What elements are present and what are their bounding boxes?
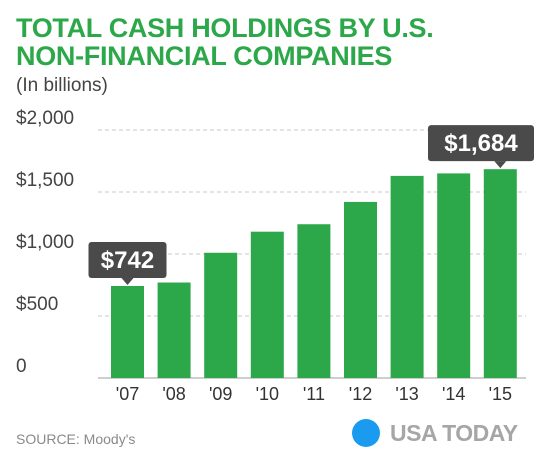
- x-tick-label: '12: [349, 384, 372, 404]
- x-tick-label: '13: [395, 384, 418, 404]
- callout-box: [428, 125, 534, 162]
- x-tick-label: '11: [303, 384, 325, 404]
- callout-pointer: [121, 277, 134, 285]
- x-tick-label: '10: [256, 384, 279, 404]
- y-tick-label: 0: [16, 356, 27, 377]
- x-tick-label: '07: [116, 384, 139, 404]
- bar: [250, 231, 284, 378]
- bar: [297, 224, 331, 378]
- x-tick-label: '09: [209, 384, 232, 404]
- chart-title: TOTAL CASH HOLDINGS BY U.S. NON-FINANCIA…: [16, 14, 536, 70]
- y-tick-label: $2,000: [16, 108, 74, 129]
- chart-subtitle: (In billions): [16, 75, 108, 96]
- chart-title-line-2: NON-FINANCIAL COMPANIES: [16, 41, 393, 71]
- callout-box: [88, 241, 167, 278]
- bar: [157, 282, 191, 378]
- logo-dot-icon: [352, 419, 380, 447]
- bar: [390, 175, 424, 378]
- callout-label: $742: [101, 247, 154, 274]
- bar: [483, 169, 517, 378]
- x-tick-label: '15: [489, 384, 512, 404]
- bar: [204, 252, 238, 378]
- chart-title-line-1: TOTAL CASH HOLDINGS BY U.S.: [16, 13, 434, 43]
- callout-pointer: [494, 161, 507, 169]
- logo-text: USA TODAY: [390, 419, 518, 446]
- x-tick-label: '08: [162, 384, 185, 404]
- x-tick-label: '14: [442, 384, 465, 404]
- bar: [111, 285, 144, 378]
- callout-label: $1,684: [444, 130, 518, 157]
- y-tick-label: $500: [16, 294, 58, 315]
- y-tick-label: $1,000: [16, 232, 74, 253]
- y-tick-label: $1,500: [16, 170, 74, 191]
- bar: [344, 201, 377, 378]
- usa-today-logo: USA TODAY: [352, 419, 518, 447]
- bar: [437, 173, 471, 378]
- source-note: SOURCE: Moody's: [16, 431, 136, 447]
